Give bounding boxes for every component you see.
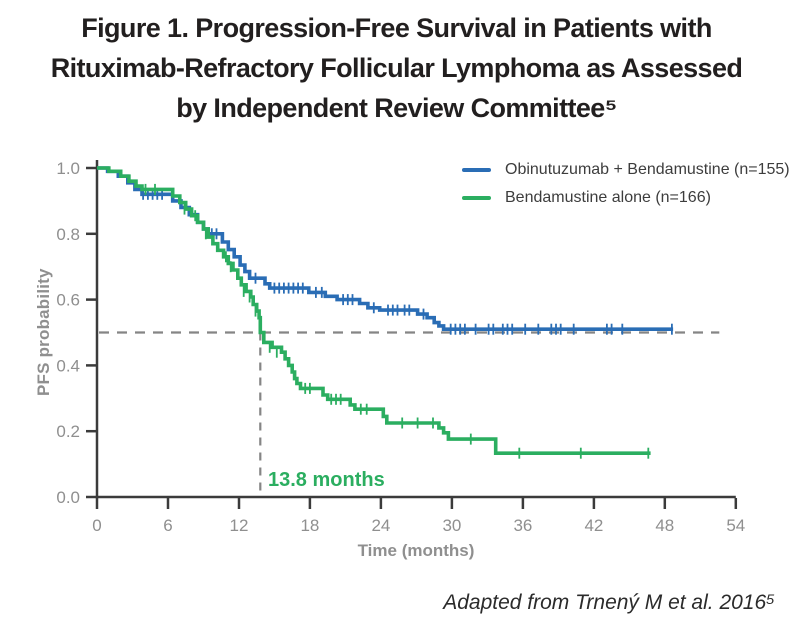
legend-line-icon-bendamustine: [462, 196, 491, 200]
legend-item-obinutuzumab: Obinutuzumab + Bendamustine (n=155): [462, 156, 790, 184]
km-curve-bendamustine: [97, 166, 651, 455]
figure-title-line3: by Independent Review Committee⁵: [176, 93, 617, 123]
y-axis-tick-label: 0.6: [56, 291, 80, 310]
median-pfs-annotation: 13.8 months: [268, 469, 385, 491]
x-axis-tick-label: 36: [513, 516, 532, 535]
x-axis-tick-label: 48: [655, 516, 674, 535]
x-axis-title: Time (months): [357, 541, 475, 560]
figure-title-line1: Figure 1. Progression-Free Survival in P…: [81, 13, 712, 43]
x-axis-tick-label: 18: [300, 516, 319, 535]
x-axis-tick-label: 30: [442, 516, 461, 535]
x-axis-tick-label: 6: [163, 516, 172, 535]
y-axis-tick-label: 0.0: [56, 488, 80, 507]
y-axis-tick-label: 1.0: [56, 159, 80, 178]
y-axis-tick-label: 0.8: [56, 225, 80, 244]
x-axis-tick-label: 54: [726, 516, 745, 535]
x-axis-tick-label: 12: [230, 516, 249, 535]
y-axis-tick-label: 0.2: [56, 422, 80, 441]
source-attribution: Adapted from Trnený M et al. 2016⁵: [443, 591, 775, 614]
x-axis-tick-label: 24: [371, 516, 390, 535]
figure-title-line2: Rituximab-Refractory Follicular Lymphoma…: [50, 53, 743, 83]
legend-label-obinutuzumab: Obinutuzumab + Bendamustine (n=155): [505, 161, 790, 178]
legend-label-bendamustine: Bendamustine alone (n=166): [505, 189, 711, 206]
legend-line-icon-obinutuzumab: [462, 168, 491, 172]
x-axis-tick-label: 42: [584, 516, 603, 535]
figure-title: Figure 1. Progression-Free Survival in P…: [0, 8, 793, 128]
x-axis-tick-label: 0: [92, 516, 101, 535]
y-axis-title: PFS probability: [34, 268, 53, 396]
chart-legend: Obinutuzumab + Bendamustine (n=155) Bend…: [462, 156, 790, 212]
y-axis-tick-label: 0.4: [56, 356, 80, 375]
legend-item-bendamustine: Bendamustine alone (n=166): [462, 184, 790, 212]
